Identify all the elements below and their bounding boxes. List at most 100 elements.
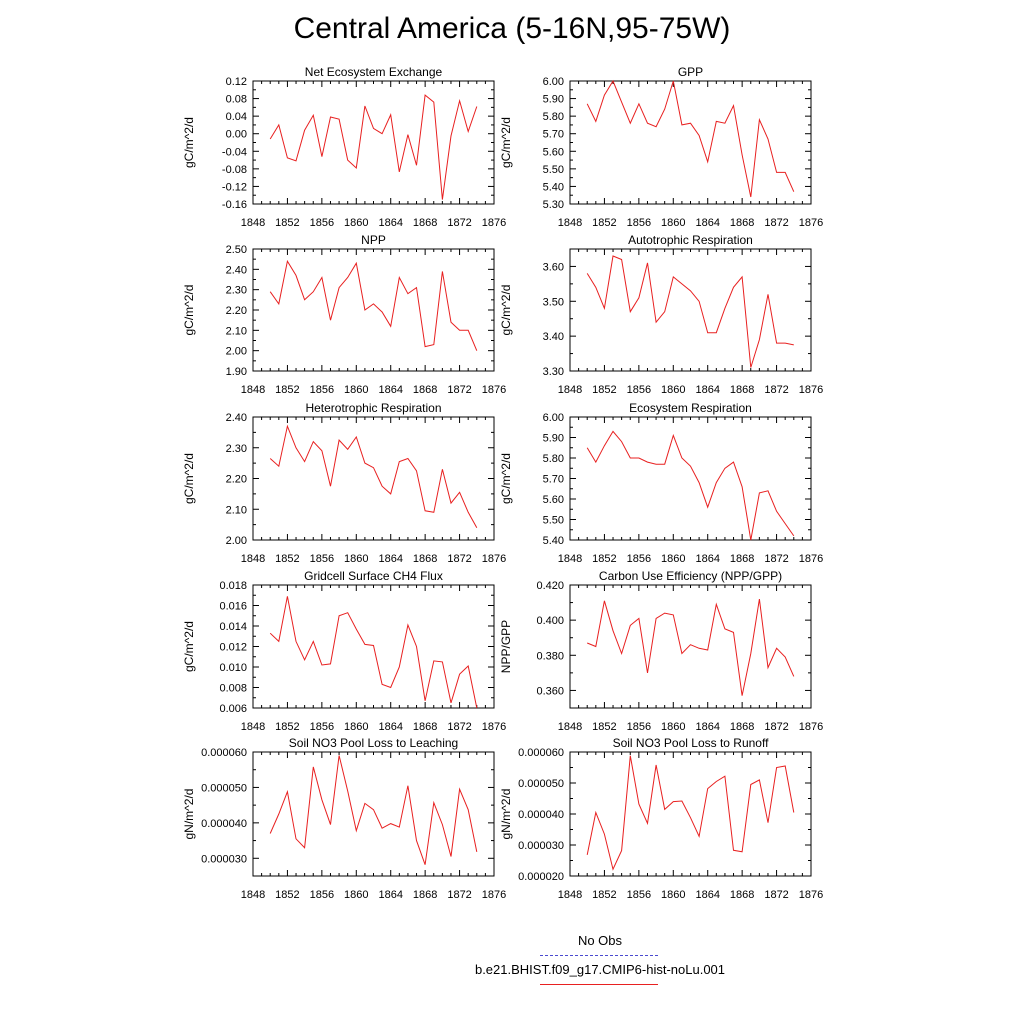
x-tick-label: 1876 [799,553,823,565]
x-tick-label: 1848 [241,889,265,901]
y-axis-label: gC/m^2/d [182,285,196,336]
series-line [586,255,794,368]
x-tick-label: 1860 [661,217,685,229]
y-tick-label: 5.50 [543,164,564,176]
y-tick-label: 0.000040 [201,818,247,830]
y-tick-label: 2.20 [226,305,247,317]
x-tick-label: 1868 [730,889,754,901]
plot-frame [252,751,495,877]
x-tick-label: 1872 [447,217,471,229]
panel-1: Net Ecosystem Exchange gC/m^2/d 1848 1852 18… [182,65,506,229]
y-tick-label: 1.90 [226,366,247,378]
x-tick-label: 1860 [661,721,685,733]
x-tick-label: 1872 [764,217,788,229]
x-tick-label: 1868 [413,553,437,565]
y-tick-label: 0.400 [536,615,564,627]
series-line [586,755,795,871]
y-axis-label: gN/m^2/d [499,789,513,840]
y-tick-label: 0.000040 [518,809,564,821]
y-tick-label: 0.014 [219,621,247,633]
y-tick-label: 5.80 [543,111,564,123]
x-tick-label: 1860 [661,889,685,901]
x-tick-label: 1848 [241,721,265,733]
x-tick-label: 1872 [447,553,471,565]
y-axis-label: gC/m^2/d [499,453,513,504]
panel-3: NPP gC/m^2/d 1848 1852 1856 1860 1864 1868 1872 1… [182,233,506,396]
x-tick-label: 1876 [482,889,506,901]
x-tick-label: 1864 [378,217,402,229]
x-tick-label: 1848 [558,217,582,229]
x-tick-label: 1860 [344,721,368,733]
y-tick-label: 0.00 [226,129,247,141]
series-line [269,424,478,528]
x-tick-label: 1856 [310,889,334,901]
y-tick-label: 2.20 [226,474,247,486]
plot-frame [569,248,812,372]
x-tick-label: 1872 [447,889,471,901]
x-tick-label: 1860 [661,553,685,565]
y-axis-label: gC/m^2/d [499,117,513,168]
x-tick-label: 1864 [695,553,719,565]
y-tick-label: -0.08 [222,164,247,176]
y-tick-label: 0.000050 [201,782,247,794]
panel-title: Ecosystem Respiration [629,401,752,415]
x-tick-label: 1876 [799,721,823,733]
y-tick-label: 0.012 [219,642,247,654]
x-tick-label: 1864 [378,721,402,733]
y-tick-label: 2.00 [226,346,247,358]
y-tick-label: 2.30 [226,285,247,297]
x-tick-label: 1852 [275,889,299,901]
x-tick-label: 1848 [241,553,265,565]
panel-title: Gridcell Surface CH4 Flux [304,569,443,583]
legend-obs-label: No Obs [577,933,623,948]
y-tick-label: 2.40 [226,264,247,276]
y-tick-label: 2.40 [226,412,247,424]
y-tick-label: 5.90 [543,94,564,106]
plot-frame [569,751,812,877]
y-tick-label: 5.70 [543,129,564,141]
x-tick-label: 1856 [310,384,334,396]
x-tick-label: 1848 [558,384,582,396]
x-tick-label: 1852 [592,384,616,396]
series-line [269,596,478,709]
y-axis-label: gC/m^2/d [182,621,196,672]
x-tick-label: 1848 [241,384,265,396]
x-tick-label: 1872 [764,384,788,396]
y-tick-label: 0.000060 [518,747,564,759]
x-tick-label: 1868 [413,889,437,901]
x-tick-label: 1876 [799,217,823,229]
panel-6: Ecosystem Respiration gC/m^2/d 1848 1852 185… [499,401,823,565]
x-tick-label: 1856 [627,384,651,396]
y-tick-label: 0.12 [226,76,247,88]
legend-model-line [540,984,658,985]
x-tick-label: 1852 [592,889,616,901]
series-line [586,79,795,198]
series-line [586,430,795,541]
y-tick-label: 0.010 [219,662,247,674]
x-tick-label: 1852 [592,721,616,733]
panel-4: Autotrophic Respiration gC/m^2/d 1848 1852 1… [499,233,823,396]
x-tick-label: 1864 [695,217,719,229]
x-tick-label: 1864 [695,384,719,396]
x-tick-label: 1848 [241,217,265,229]
y-tick-label: 5.80 [543,453,564,465]
x-tick-label: 1868 [730,721,754,733]
x-tick-label: 1876 [799,889,823,901]
y-tick-label: 3.30 [543,366,564,378]
x-tick-label: 1864 [695,721,719,733]
plot-frame [569,584,812,709]
x-tick-label: 1848 [558,889,582,901]
y-tick-label: 5.40 [543,535,564,547]
panel-2: GPP gC/m^2/d 1848 1852 1856 1860 1864 1868 1872 1… [499,65,823,229]
main-title: Central America (5-16N,95-75W) [293,12,731,45]
panel-7: Gridcell Surface CH4 Flux gC/m^2/d 1848 185… [182,569,506,733]
y-axis-label: NPP/GPP [499,620,513,673]
panel-title: Carbon Use Efficiency (NPP/GPP) [599,569,782,583]
x-tick-label: 1856 [310,721,334,733]
x-tick-label: 1856 [627,889,651,901]
panel-10: Soil NO3 Pool Loss to Runoff gN/m^2/d 1848… [499,736,823,901]
y-tick-label: 5.70 [543,474,564,486]
x-tick-label: 1848 [558,553,582,565]
y-axis-label: gN/m^2/d [182,789,196,840]
plot-frame [569,80,812,205]
